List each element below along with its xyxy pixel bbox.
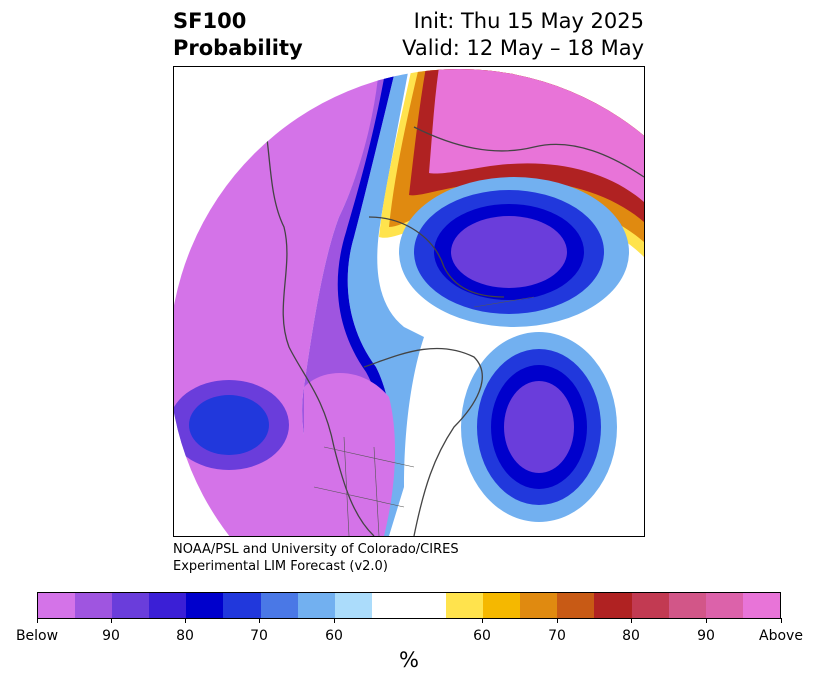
colorbar-tick-mark — [259, 618, 260, 623]
colorbar-segment — [223, 593, 261, 618]
atlantic-core — [504, 381, 574, 473]
probability-map-svg — [174, 69, 644, 536]
colorbar-segment — [483, 593, 521, 618]
probability-subtitle: Probability — [173, 36, 303, 60]
colorbar-tick-mark — [482, 618, 483, 623]
colorbar-tick-label: 60 — [473, 628, 491, 644]
west-band-light — [347, 69, 424, 536]
colorbar-tick-label: 70 — [548, 628, 566, 644]
credit-line-2: Experimental LIM Forecast (v2.0) — [173, 559, 388, 574]
colorbar-tick-mark — [334, 618, 335, 623]
colorbar-segment — [705, 593, 743, 618]
colorbar-segment — [112, 593, 150, 618]
colorbar-tick-mark — [706, 618, 707, 623]
colorbar-segment — [186, 593, 224, 618]
credit-line-1: NOAA/PSL and University of Colorado/CIRE… — [173, 542, 459, 557]
colorbar-segment — [742, 593, 780, 618]
colorbar-segment — [38, 593, 76, 618]
colorbar-tick-label: Above — [759, 628, 803, 644]
colorbar-tick-label: 90 — [102, 628, 120, 644]
colorbar-tick-label: 70 — [250, 628, 268, 644]
colorbar-tick-label: Below — [15, 628, 59, 644]
credit-text: NOAA/PSL and University of Colorado/CIRE… — [173, 541, 459, 575]
forecast-dates: Init: Thu 15 May 2025 Valid: 12 May – 18… — [402, 8, 644, 62]
colorbar — [37, 592, 781, 619]
colorbar-segment — [594, 593, 632, 618]
arctic-core — [451, 216, 567, 288]
colorbar-segment — [668, 593, 706, 618]
colorbar-tick-label: 60 — [325, 628, 343, 644]
colorbar-segment — [631, 593, 669, 618]
na-below-region — [304, 373, 396, 536]
colorbar-tick-mark — [185, 618, 186, 623]
valid-range: Valid: 12 May – 18 May — [402, 36, 644, 60]
colorbar-segment — [371, 593, 447, 618]
colorbar-tick-mark — [631, 618, 632, 623]
colorbar-tick-label: 80 — [176, 628, 194, 644]
colorbar-tick-mark — [557, 618, 558, 623]
colorbar-tick-label: 80 — [622, 628, 640, 644]
pacific-core — [189, 395, 269, 455]
map-title: SF100 Probability — [173, 8, 303, 62]
colorbar-segment — [75, 593, 113, 618]
colorbar-segment — [334, 593, 372, 618]
colorbar-tick-mark — [37, 618, 38, 623]
coastlines — [253, 86, 644, 536]
init-date: Init: Thu 15 May 2025 — [413, 9, 644, 33]
colorbar-tick-mark — [111, 618, 112, 623]
colorbar-tick-mark — [781, 618, 782, 623]
colorbar-segment — [446, 593, 484, 618]
colorbar-segment — [520, 593, 558, 618]
above-core — [429, 69, 644, 202]
colorbar-segment — [260, 593, 298, 618]
forecast-map — [173, 66, 645, 537]
colorbar-tick-label: 90 — [697, 628, 715, 644]
colorbar-segment — [149, 593, 187, 618]
colorbar-segment — [297, 593, 335, 618]
borders — [313, 296, 535, 536]
colorbar-segment — [557, 593, 595, 618]
colorbar-unit-label: % — [399, 648, 419, 672]
variable-title: SF100 — [173, 9, 247, 33]
